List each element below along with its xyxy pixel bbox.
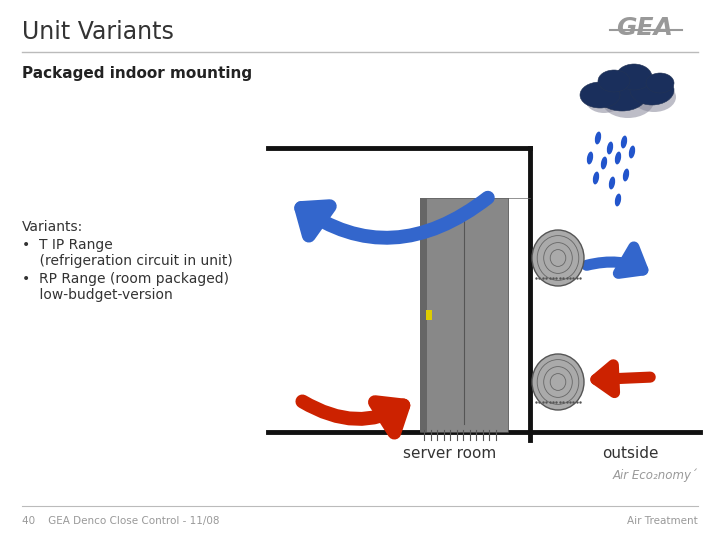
- Text: •  T IP Range: • T IP Range: [22, 238, 113, 252]
- Ellipse shape: [607, 141, 613, 154]
- Text: Unit Variants: Unit Variants: [22, 20, 174, 44]
- FancyArrowPatch shape: [302, 401, 403, 433]
- Text: Air Treatment: Air Treatment: [627, 516, 698, 526]
- Ellipse shape: [615, 152, 621, 164]
- FancyArrowPatch shape: [301, 198, 488, 238]
- Bar: [420, 198, 508, 432]
- Text: outside: outside: [602, 446, 658, 461]
- Ellipse shape: [580, 82, 620, 108]
- Ellipse shape: [598, 70, 630, 92]
- Ellipse shape: [616, 64, 652, 90]
- Text: low-budget-version: low-budget-version: [22, 288, 173, 302]
- FancyArrowPatch shape: [587, 247, 643, 273]
- Ellipse shape: [595, 132, 601, 144]
- Text: Air Eco₂nomy´: Air Eco₂nomy´: [613, 468, 698, 482]
- Text: GEA: GEA: [616, 16, 673, 40]
- Ellipse shape: [602, 84, 654, 118]
- Text: Packaged indoor mounting: Packaged indoor mounting: [22, 66, 252, 81]
- Text: (refrigeration circuit in unit): (refrigeration circuit in unit): [22, 254, 233, 268]
- Ellipse shape: [621, 136, 627, 148]
- Text: server room: server room: [403, 446, 497, 461]
- Ellipse shape: [632, 82, 676, 112]
- Ellipse shape: [587, 152, 593, 164]
- FancyArrowPatch shape: [596, 365, 650, 393]
- Ellipse shape: [597, 79, 647, 111]
- Ellipse shape: [630, 75, 674, 105]
- Ellipse shape: [532, 354, 584, 410]
- Ellipse shape: [609, 177, 615, 190]
- Ellipse shape: [646, 73, 674, 93]
- Ellipse shape: [600, 157, 607, 170]
- Bar: [426, 310, 432, 320]
- Ellipse shape: [629, 146, 635, 158]
- Ellipse shape: [532, 230, 584, 286]
- Bar: [420, 198, 427, 432]
- Text: Variants:: Variants:: [22, 220, 84, 234]
- Text: 40    GEA Denco Close Control - 11/08: 40 GEA Denco Close Control - 11/08: [22, 516, 220, 526]
- Text: •  RP Range (room packaged): • RP Range (room packaged): [22, 272, 229, 286]
- Ellipse shape: [615, 193, 621, 206]
- Ellipse shape: [623, 168, 629, 181]
- Ellipse shape: [585, 85, 623, 113]
- Ellipse shape: [593, 172, 599, 185]
